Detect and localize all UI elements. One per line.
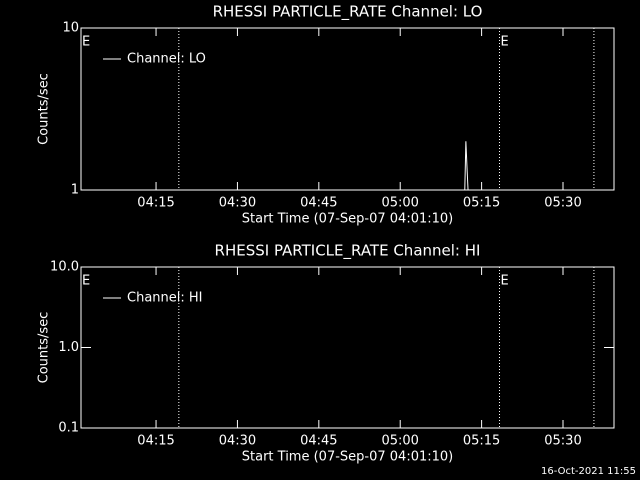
x-tick-label: 04:15 bbox=[137, 434, 174, 449]
annotation: E bbox=[501, 274, 509, 289]
annotation: E bbox=[501, 35, 509, 50]
legend-label: Channel: HI bbox=[127, 291, 203, 306]
chart-title: RHESSI PARTICLE_RATE Channel: HI bbox=[215, 242, 481, 261]
y-tick-label: 1.0 bbox=[58, 340, 79, 355]
x-tick-label: 05:15 bbox=[463, 196, 500, 211]
x-tick-label: 04:30 bbox=[219, 434, 256, 449]
x-tick-label: 05:00 bbox=[381, 196, 418, 211]
y-tick-label: 1 bbox=[71, 183, 79, 198]
y-tick-label: 0.1 bbox=[58, 421, 79, 436]
x-tick-label: 05:30 bbox=[544, 196, 581, 211]
timestamp: 16-Oct-2021 11:55 bbox=[541, 466, 636, 477]
x-axis-label: Start Time (07-Sep-07 04:01:10) bbox=[242, 450, 453, 465]
x-tick-label: 04:15 bbox=[137, 196, 174, 211]
y-axis-label: Counts/sec bbox=[37, 312, 52, 384]
x-tick-label: 04:45 bbox=[300, 196, 337, 211]
x-tick-label: 05:30 bbox=[544, 434, 581, 449]
x-axis-label: Start Time (07-Sep-07 04:01:10) bbox=[242, 212, 453, 227]
annotation: E bbox=[82, 35, 90, 50]
legend-label: Channel: LO bbox=[127, 52, 206, 67]
x-tick-label: 05:15 bbox=[463, 434, 500, 449]
annotation: E bbox=[82, 274, 90, 289]
plot-frame bbox=[80, 27, 615, 191]
y-tick-label: 10.0 bbox=[50, 260, 79, 275]
y-axis-label: Counts/sec bbox=[37, 73, 52, 145]
x-tick-label: 04:45 bbox=[300, 434, 337, 449]
data-line bbox=[464, 141, 469, 191]
chart-title: RHESSI PARTICLE_RATE Channel: LO bbox=[213, 3, 483, 22]
y-tick-label: 10 bbox=[62, 21, 79, 36]
x-tick-label: 04:30 bbox=[219, 196, 256, 211]
x-tick-label: 05:00 bbox=[381, 434, 418, 449]
